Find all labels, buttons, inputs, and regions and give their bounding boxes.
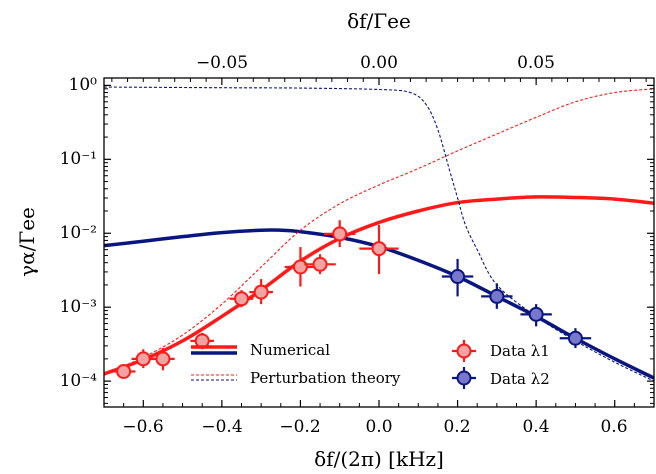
data-point-lambda1 [234,291,249,307]
data-point-lambda1 [371,241,387,257]
y-tick-label: 10⁻¹ [60,149,97,169]
data-point-lambda1 [116,363,132,379]
y-tick-label: 10⁻² [60,223,97,243]
x-tick-label: −0.6 [122,417,163,437]
x2-tick-label: 0.05 [517,53,555,73]
x-tick-label: −0.4 [201,417,242,437]
y-tick-label: 10⁻⁴ [60,371,98,391]
legend-marker-data2 [456,370,472,386]
data-point-lambda1 [312,256,328,272]
x-tick-label: 0.2 [443,417,470,437]
legend-label-numerical: Numerical [250,341,330,359]
x-tick-label: −0.2 [279,417,320,437]
x-axis-title: δf/(2π) [kHz] [314,447,444,471]
x-tick-labels: −0.6 −0.4 −0.2 0.0 0.2 0.4 0.6 [122,417,627,437]
numerical-curve-lambda1 [104,195,654,376]
x-tick-label: 0.4 [522,417,549,437]
data-point-lambda1 [253,284,269,300]
ticks-layer [103,78,655,407]
x-tick-label: 0.6 [600,417,627,437]
y-tick-label: 10⁻³ [60,297,97,317]
y-tick-label: 10⁰ [69,75,98,95]
y-tick-labels: 10⁰ 10⁻¹ 10⁻² 10⁻³ 10⁻⁴ [60,75,98,391]
legend-label-data2: Data λ2 [490,370,550,388]
x2-tick-labels: −0.05 0.00 0.05 [196,53,555,73]
x2-tick-label: −0.05 [196,53,248,73]
data-point-lambda1 [135,351,151,367]
data-points-layer [111,220,592,379]
perturbation-curve-lambda2 [104,86,654,382]
data-point-lambda1 [332,226,348,242]
legend-label-data1: Data λ1 [490,342,550,360]
data-point-lambda2 [528,306,544,322]
numerical-curve-lambda2 [104,228,654,380]
data-point-lambda2 [567,330,583,346]
x2-axis-title: δf/Γee [347,9,411,33]
y-axis-title: γα/Γee [15,207,39,277]
legend: Numerical Perturbation theory Data λ1 Da… [191,340,550,389]
data-point-lambda2 [450,269,466,285]
perturbation-curve-lambda1 [104,88,654,375]
data-point-lambda1 [292,259,308,275]
x2-tick-label: 0.00 [360,53,398,73]
data-point-lambda2 [489,288,505,304]
data-point-lambda1 [155,351,171,367]
x-tick-label: 0.0 [365,417,392,437]
plot-frame [103,77,655,408]
legend-label-perturbation: Perturbation theory [250,369,401,387]
legend-marker-data1 [456,343,472,359]
curves-layer [104,86,654,382]
